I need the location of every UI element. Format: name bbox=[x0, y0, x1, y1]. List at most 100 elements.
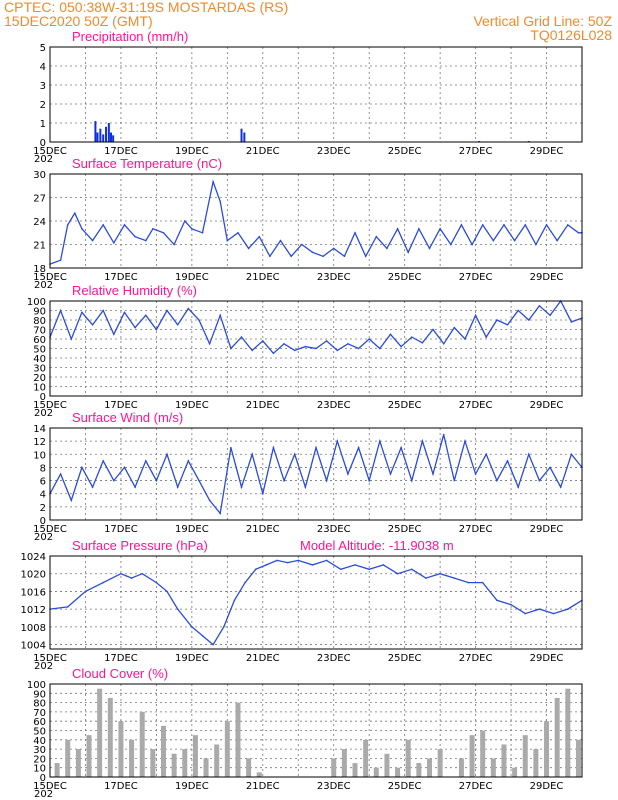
data-line bbox=[49, 179, 582, 265]
data-bar bbox=[363, 739, 369, 777]
y-tick-label: 100 bbox=[27, 297, 46, 308]
data-point bbox=[375, 235, 378, 238]
data-point bbox=[144, 314, 147, 317]
data-point bbox=[166, 590, 168, 593]
data-point bbox=[230, 446, 232, 449]
x-tick-label: 19DEC bbox=[175, 400, 209, 411]
panel-frame bbox=[49, 683, 583, 778]
data-point bbox=[59, 473, 62, 475]
x-tick-label: 29DEC bbox=[530, 781, 564, 792]
data-point bbox=[166, 453, 168, 456]
data-point bbox=[198, 479, 200, 482]
data-point bbox=[442, 342, 445, 345]
data-point bbox=[368, 479, 371, 482]
data-point bbox=[460, 224, 463, 226]
x-tick-label: 27DEC bbox=[459, 272, 493, 283]
data-point bbox=[510, 603, 512, 606]
data-line bbox=[49, 434, 583, 515]
data-point bbox=[354, 231, 356, 234]
data-point bbox=[166, 309, 168, 312]
data-point bbox=[474, 473, 477, 475]
x-year-label: 202 bbox=[34, 280, 53, 291]
data-bar bbox=[243, 132, 246, 142]
y-tick-label: 50 bbox=[33, 727, 46, 738]
y-tick-label: 10 bbox=[33, 764, 46, 775]
panel-frame bbox=[49, 46, 583, 143]
data-point bbox=[176, 323, 179, 326]
x-year-label: 202 bbox=[34, 532, 53, 543]
data-bar bbox=[405, 739, 411, 777]
data-point bbox=[201, 634, 204, 637]
data-point bbox=[506, 323, 509, 326]
data-point bbox=[474, 314, 477, 317]
data-point bbox=[439, 228, 441, 230]
data-point bbox=[134, 326, 136, 329]
data-point bbox=[418, 228, 420, 230]
data-point bbox=[449, 243, 452, 246]
x-tick-label: 25DEC bbox=[388, 272, 422, 283]
data-point bbox=[120, 572, 122, 575]
data-point bbox=[173, 243, 175, 246]
data-point bbox=[187, 460, 190, 462]
x-tick-label: 19DEC bbox=[175, 146, 209, 157]
data-point bbox=[279, 239, 282, 242]
panel-title: Precipitation (mm/h) bbox=[72, 29, 188, 44]
x-year-label: 202 bbox=[34, 154, 53, 165]
panel-title: Relative Humidity (%) bbox=[72, 283, 197, 298]
data-bar bbox=[437, 749, 443, 777]
data-point bbox=[183, 220, 186, 222]
panel-annotation: Model Altitude: -11.9038 m bbox=[300, 538, 454, 553]
data-point bbox=[251, 453, 253, 456]
data-point bbox=[517, 486, 519, 488]
data-point bbox=[293, 453, 296, 456]
data-bar bbox=[139, 711, 145, 777]
data-bar bbox=[99, 128, 102, 142]
x-tick-label: 15DEC bbox=[33, 272, 67, 283]
y-tick-label: 10 bbox=[33, 383, 46, 394]
data-point bbox=[219, 200, 222, 203]
data-point bbox=[549, 466, 551, 469]
data-bar bbox=[112, 135, 115, 142]
y-tick-label: 1008 bbox=[21, 623, 46, 634]
x-tick-label: 27DEC bbox=[459, 781, 493, 792]
data-bar bbox=[110, 132, 113, 142]
data-point bbox=[577, 231, 580, 234]
data-point bbox=[340, 568, 342, 571]
data-point bbox=[481, 224, 484, 226]
data-point bbox=[467, 581, 470, 584]
x-tick-label: 25DEC bbox=[388, 781, 422, 792]
header-date: 15DEC2020 50Z (GMT) bbox=[4, 13, 153, 29]
data-point bbox=[198, 319, 200, 321]
x-tick-label: 29DEC bbox=[530, 524, 564, 535]
data-point bbox=[524, 612, 527, 615]
data-bar bbox=[246, 758, 252, 777]
data-point bbox=[208, 342, 211, 345]
y-tick-label: 1020 bbox=[21, 570, 46, 581]
panel-title: Surface Temperature (nC) bbox=[72, 156, 222, 171]
data-bar bbox=[554, 697, 560, 777]
data-point bbox=[336, 349, 339, 352]
data-bar bbox=[105, 126, 108, 142]
data-point bbox=[240, 336, 243, 338]
data-point bbox=[301, 243, 303, 246]
x-tick-label: 29DEC bbox=[530, 272, 564, 283]
y-tick-label: 1004 bbox=[21, 641, 46, 652]
data-point bbox=[386, 247, 388, 250]
data-point bbox=[410, 479, 413, 482]
data-bar bbox=[214, 744, 220, 777]
data-point bbox=[144, 460, 147, 462]
data-point bbox=[123, 466, 126, 469]
y-tick-label: 20 bbox=[33, 373, 46, 384]
x-tick-label: 27DEC bbox=[459, 400, 493, 411]
data-point bbox=[134, 235, 136, 238]
data-point bbox=[485, 336, 488, 338]
x-tick-label: 19DEC bbox=[175, 524, 209, 535]
x-year-label: 202 bbox=[34, 408, 53, 419]
data-point bbox=[81, 311, 83, 314]
data-point bbox=[524, 224, 527, 226]
x-tick-label: 15DEC bbox=[33, 146, 67, 157]
data-point bbox=[496, 599, 498, 602]
data-line bbox=[49, 299, 583, 355]
